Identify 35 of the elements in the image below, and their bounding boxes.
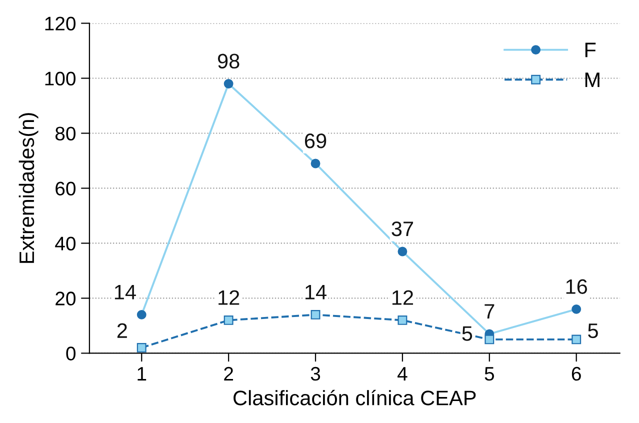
point	[484, 334, 494, 344]
point	[224, 315, 234, 325]
data-label: 98	[218, 54, 240, 69]
x-tick-label: 3	[310, 366, 320, 381]
x-tick-label: 6	[572, 366, 581, 381]
y-tick-label: 120	[45, 16, 76, 30]
legend-label: F	[585, 42, 596, 58]
data-label: 7	[484, 304, 494, 319]
data-label: 14	[306, 284, 326, 300]
data-label: 12	[218, 290, 240, 305]
x-axis-title: Clasificación clínica CEAP	[234, 390, 476, 406]
y-tick-label: 60	[56, 182, 76, 196]
x-tick-label: 1	[138, 367, 146, 380]
point	[572, 334, 582, 344]
x-tick-label: 2	[224, 366, 234, 380]
y-tick-label: 0	[66, 346, 76, 360]
legend-label: M	[585, 72, 600, 87]
data-label: 14	[114, 284, 136, 300]
point	[310, 310, 320, 320]
point	[398, 315, 408, 325]
x-tick-label: 4	[398, 367, 408, 380]
y-axis-title: Extremidades(n)	[18, 113, 38, 263]
x-tick-label: 5	[484, 367, 494, 381]
y-tick-label: 40	[55, 236, 76, 250]
data-label: 16	[566, 279, 588, 294]
data-label: 2	[117, 323, 127, 338]
data-label: 5	[462, 326, 472, 341]
y-tick-label: 100	[45, 72, 76, 86]
data-label: 69	[304, 134, 326, 148]
y-tick-label: 20	[56, 292, 76, 306]
point	[136, 342, 146, 352]
data-label: 5	[588, 324, 598, 338]
data-label: 12	[392, 290, 414, 305]
data-label: 37	[392, 221, 414, 236]
y-tick-label: 80	[55, 126, 76, 140]
